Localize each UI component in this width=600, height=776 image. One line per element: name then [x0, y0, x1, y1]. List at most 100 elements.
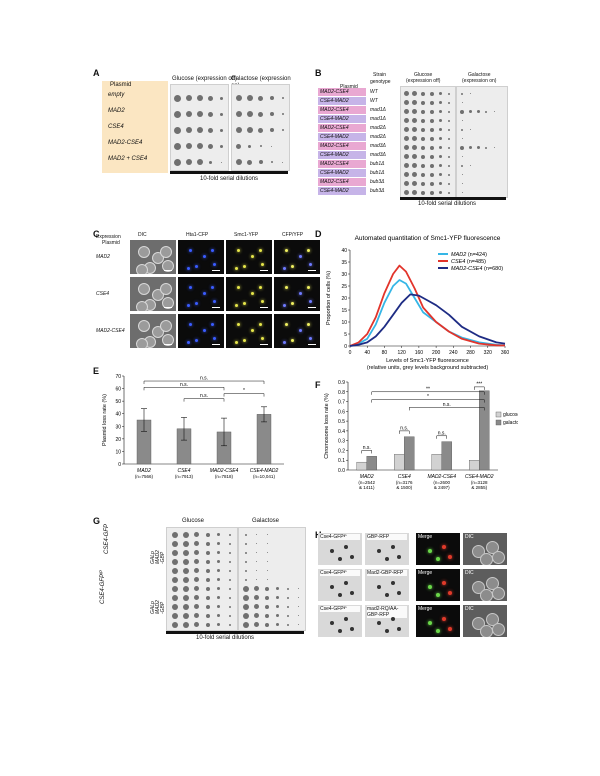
x-tick-label: 40: [364, 350, 370, 356]
legend-entry: glucose: [503, 412, 518, 418]
fluorescent-spot: [203, 329, 206, 332]
fluorescent-spot: [251, 255, 254, 258]
yeast-spot: [194, 613, 199, 618]
yeast-spot: [429, 91, 434, 96]
yeast-spot: [265, 595, 270, 600]
panel-b-row-plasmid: CSE4-MAD2: [320, 152, 349, 158]
yeast-spot: [421, 190, 426, 195]
micrograph-hta1-cfp: [178, 240, 224, 274]
yeast-spot: [461, 156, 463, 157]
yeast-spot: [447, 146, 450, 149]
fluorescent-spot: [291, 302, 294, 305]
significance-label: n.s.: [443, 402, 451, 408]
chart-title: Automated quantitation of Smc1-YFP fluor…: [355, 235, 501, 242]
yeast-spot: [493, 111, 495, 112]
yeast-spot: [185, 95, 192, 101]
yeast-spot: [243, 621, 250, 628]
yeast-spot: [245, 551, 248, 554]
bar-galactose-cse4: [404, 436, 415, 471]
panel-b-genotype-header: genotype: [370, 79, 391, 85]
fluorescent-spot: [285, 249, 288, 252]
yeast-spot: [403, 100, 409, 105]
yeast-spot: [412, 127, 418, 132]
yeast-spot: [258, 111, 263, 117]
yeast-spot: [256, 561, 258, 562]
significance-bracket: [371, 391, 485, 395]
fluorescent-spot: [189, 323, 192, 326]
yeast-spot: [271, 145, 272, 147]
yeast-spot: [217, 560, 220, 563]
panel-h-image-label: DIC: [465, 606, 474, 612]
fluorescent-spot: [442, 545, 446, 549]
panel-h-image-dic: DIC: [463, 605, 507, 637]
yeast-spot: [485, 146, 487, 149]
panel-g: Glucose Galactose CSE4-GFP GALp MAD2 -GBP CS…: [96, 518, 306, 641]
panel-h-image-label: Cse4-GFPᴵᴾ: [320, 570, 360, 576]
micrograph-dic: [130, 277, 176, 311]
panel-g-galactose-plate: [238, 527, 306, 631]
yeast-spot: [438, 119, 442, 122]
yeast-spot: [429, 172, 434, 177]
yeast-spot: [171, 612, 178, 619]
y-tick-label: 0.3: [338, 439, 345, 445]
yeast-spot: [245, 533, 248, 536]
x-axis-sublabel: (relative units, grey levels background …: [367, 365, 489, 371]
yeast-spot: [196, 95, 203, 101]
cell: [138, 320, 150, 332]
yeast-spot: [438, 155, 442, 158]
yeast-spot: [265, 604, 270, 609]
fluorescent-spot: [235, 341, 238, 344]
yeast-spot: [266, 570, 268, 571]
yeast-spot: [269, 112, 274, 116]
legend-entry: galactose: [503, 420, 518, 426]
scale-bar: [164, 344, 172, 345]
bar-galactose-mad2: [366, 456, 377, 471]
x-tick-label: 0: [349, 350, 352, 356]
panel-c-column-header: CFP/YFP: [282, 232, 304, 238]
yeast-spot: [245, 569, 248, 572]
y-tick-label: 0.6: [338, 409, 345, 415]
yeast-spot: [217, 605, 220, 608]
yeast-spot: [468, 110, 472, 113]
fluorescent-spot: [195, 339, 198, 342]
panel-b-row-genotype: WT: [370, 98, 378, 104]
yeast-spot: [182, 612, 189, 619]
x-tick-label: 360: [501, 350, 510, 356]
cell: [138, 246, 150, 258]
y-tick-label: 10: [341, 320, 347, 326]
panel-g-dilution-wedge: [166, 631, 304, 634]
panel-b-galactose-plate: [456, 86, 508, 198]
fluorescent-spot: [203, 255, 206, 258]
y-tick-label: 15: [341, 308, 347, 314]
yeast-spot: [243, 594, 250, 601]
fluorescent-spot: [344, 617, 348, 621]
yeast-spot: [438, 92, 442, 95]
fluorescent-spot: [237, 249, 240, 252]
yeast-spot: [276, 623, 280, 626]
fluorescent-spot: [428, 549, 432, 553]
cell: [492, 551, 505, 564]
yeast-spot: [412, 136, 418, 141]
fluorescent-spot: [211, 249, 214, 252]
yeast-spot: [205, 559, 210, 564]
fluorescent-spot: [330, 585, 334, 589]
fluorescent-spot: [307, 323, 310, 326]
yeast-spot: [403, 163, 409, 168]
yeast-spot: [171, 558, 178, 565]
fluorescent-spot: [243, 265, 246, 268]
yeast-spot: [208, 95, 213, 101]
legend-series-name: MAD2-CSE4: [451, 266, 484, 272]
x-n-label: & 1500): [396, 485, 412, 490]
yeast-spot: [461, 120, 463, 121]
yeast-spot: [205, 595, 210, 600]
legend-n: (n=680): [484, 266, 503, 272]
fluorescent-spot: [436, 557, 440, 561]
yeast-spot: [421, 136, 426, 141]
yeast-spot: [429, 181, 434, 186]
yeast-spot: [182, 576, 189, 583]
micrograph-cfp-yfp: [274, 277, 320, 311]
yeast-spot: [246, 111, 253, 117]
panel-b-glucose-sub: (expression off): [406, 78, 441, 84]
panel-h-image-label: DIC: [465, 570, 474, 576]
yeast-spot: [461, 138, 463, 139]
